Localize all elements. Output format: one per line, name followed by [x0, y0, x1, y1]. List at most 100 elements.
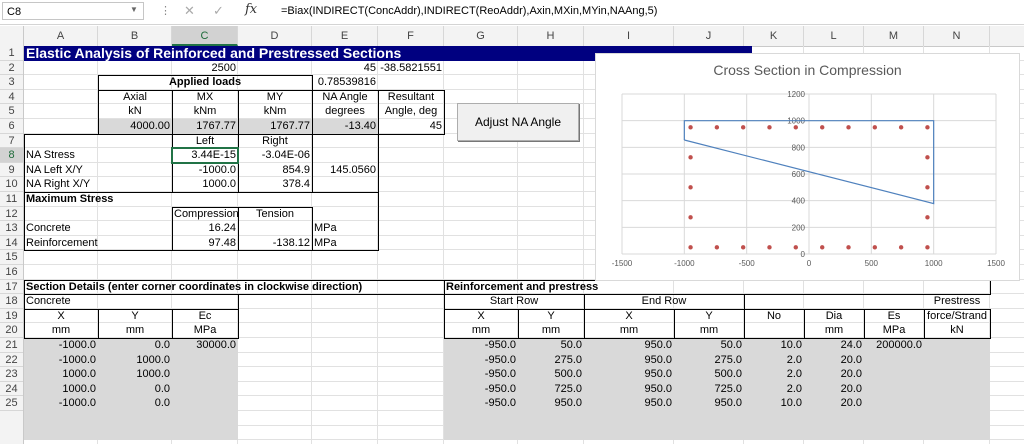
reo-data-cell[interactable]: -950.0 [484, 339, 516, 351]
column-header-a[interactable]: A [24, 26, 98, 46]
row-header-18[interactable]: 18 [0, 294, 23, 309]
load-value-d[interactable]: 1767.77 [270, 120, 310, 132]
column-header-f[interactable]: F [378, 26, 444, 46]
na-right-y[interactable]: 378.4 [282, 178, 310, 191]
concrete-data-cell[interactable]: 30000.0 [196, 339, 236, 351]
reo-unit-j[interactable]: mm [699, 324, 719, 337]
start-row-header[interactable]: Start Row [489, 295, 539, 308]
reo-data-cell[interactable]: 20.0 [840, 353, 862, 366]
row-header-7[interactable]: 7 [0, 134, 23, 149]
row-header-2[interactable]: 2 [0, 61, 23, 76]
reo-data-cell[interactable] [864, 367, 924, 382]
reo-data-cell[interactable]: 2.0 [786, 382, 802, 395]
reo-data-cell[interactable] [864, 382, 924, 397]
reo-data-cell[interactable]: 500.0 [554, 368, 582, 381]
reo-data-cell[interactable]: 20.0 [840, 368, 862, 381]
right-header[interactable]: Right [262, 134, 288, 147]
max-stress-header[interactable]: Maximum Stress [26, 193, 114, 205]
concrete-data-cell[interactable]: -1000.0 [58, 339, 96, 351]
reo-col-header-j[interactable]: Y [705, 309, 713, 322]
reo-data-cell[interactable]: 950.0 [644, 397, 672, 410]
row-header-14[interactable]: 14 [0, 236, 23, 251]
reinforcement-tension[interactable]: -138.12 [272, 236, 310, 249]
reo-unit-g[interactable]: mm [471, 324, 491, 337]
concrete-unit-b[interactable]: mm [125, 324, 145, 337]
reo-data-cell[interactable]: 275.0 [554, 353, 582, 366]
column-header-l[interactable]: L [804, 26, 864, 46]
concrete-data-cell[interactable]: -1000.0 [58, 397, 96, 410]
prestress-header-2[interactable]: force/Strand [927, 309, 987, 322]
reo-data-cell[interactable]: -950.0 [484, 397, 516, 410]
cell-e3[interactable]: 0.78539816 [317, 76, 376, 89]
reo-data-cell[interactable] [864, 396, 924, 411]
load-header-d[interactable]: MY [266, 90, 284, 103]
load-value-e[interactable]: -13.40 [344, 120, 376, 132]
concrete-data-cell[interactable] [172, 396, 238, 411]
reo-data-cell[interactable]: 20.0 [840, 382, 862, 395]
concrete-data-cell[interactable]: 0.0 [154, 382, 170, 395]
reo-data-cell[interactable]: 50.0 [720, 339, 742, 351]
load-header-e[interactable]: NA Angle [322, 90, 368, 103]
compression-header[interactable]: Compression [174, 207, 239, 220]
reo-data-cell[interactable]: 2.0 [786, 353, 802, 366]
row-header-16[interactable]: 16 [0, 265, 23, 280]
column-header-b[interactable]: B [98, 26, 172, 46]
adjust-na-angle-button[interactable]: Adjust NA Angle [457, 103, 579, 141]
reo-data-cell[interactable]: 950.0 [644, 382, 672, 395]
load-unit-c[interactable]: kNm [193, 105, 217, 118]
column-header-d[interactable]: D [238, 26, 312, 46]
column-header-h[interactable]: H [518, 26, 584, 46]
reo-data-cell[interactable]: -950.0 [484, 353, 516, 366]
column-header-c[interactable]: C [172, 26, 238, 46]
concrete-data-cell[interactable] [172, 367, 238, 382]
applied-loads-header[interactable]: Applied loads [168, 76, 242, 89]
column-header-i[interactable]: I [584, 26, 674, 46]
row-header-8[interactable]: 8 [0, 148, 23, 163]
cross-section-chart[interactable]: Cross Section in Compression 0 200 400 600 8… [595, 53, 1020, 281]
load-unit-f[interactable]: Angle, deg [384, 105, 438, 118]
row-header-21[interactable]: 21 [0, 338, 23, 353]
reo-data-cell[interactable]: 24.0 [840, 339, 862, 351]
row-header-1[interactable]: 1 [0, 46, 23, 61]
row-header-19[interactable]: 19 [0, 309, 23, 324]
reo-data-cell[interactable]: -950.0 [484, 368, 516, 381]
cell-c2[interactable]: 2500 [211, 61, 236, 74]
reo-data-cell[interactable]: 2.0 [786, 368, 802, 381]
row-header-20[interactable]: 20 [0, 323, 23, 338]
reo-data-cell[interactable]: 275.0 [714, 353, 742, 366]
concrete-data-cell[interactable]: -1000.0 [58, 353, 96, 366]
concrete-data-cell[interactable]: 0.0 [154, 339, 170, 351]
concrete-col-header-b[interactable]: Y [131, 309, 139, 322]
row-header-5[interactable]: 5 [0, 104, 23, 119]
cell-f2[interactable]: -38.5821551 [380, 61, 442, 74]
row-header-12[interactable]: 12 [0, 207, 23, 222]
row-header-13[interactable]: 13 [0, 221, 23, 236]
na-angle-value[interactable]: 145.0560 [330, 163, 376, 176]
reo-data-cell[interactable]: 950.0 [644, 353, 672, 366]
load-header-b[interactable]: Axial [123, 90, 147, 103]
reinforcement-unit[interactable]: MPa [314, 236, 337, 249]
na-right-x[interactable]: 1000.0 [202, 178, 236, 191]
row-header-22[interactable]: 22 [0, 353, 23, 368]
concrete-compression[interactable]: 16.24 [208, 222, 236, 235]
reo-col-header-g[interactable]: X [477, 309, 485, 322]
cancel-icon[interactable]: ✕ [184, 3, 195, 18]
reo-data-cell[interactable]: 10.0 [780, 339, 802, 351]
row-header-11[interactable]: 11 [0, 192, 23, 207]
column-header-j[interactable]: J [674, 26, 744, 46]
reo-data-cell[interactable]: 725.0 [554, 382, 582, 395]
concrete-data-cell[interactable] [172, 382, 238, 397]
concrete-unit[interactable]: MPa [314, 222, 337, 235]
chevron-down-icon[interactable]: ▼ [130, 5, 138, 14]
column-header-m[interactable]: M [864, 26, 924, 46]
resultant-angle[interactable]: 45 [429, 120, 442, 132]
load-header-c[interactable]: MX [196, 90, 214, 103]
left-header[interactable]: Left [195, 134, 215, 147]
concrete-data-cell[interactable]: 1000.0 [136, 368, 170, 381]
tension-header[interactable]: Tension [256, 207, 294, 220]
row-header-25[interactable]: 25 [0, 396, 23, 411]
reo-data-cell[interactable]: 500.0 [714, 368, 742, 381]
na-left-x[interactable]: -1000.0 [198, 163, 236, 176]
row-header-23[interactable]: 23 [0, 367, 23, 382]
reo-unit-l[interactable]: mm [824, 324, 844, 337]
